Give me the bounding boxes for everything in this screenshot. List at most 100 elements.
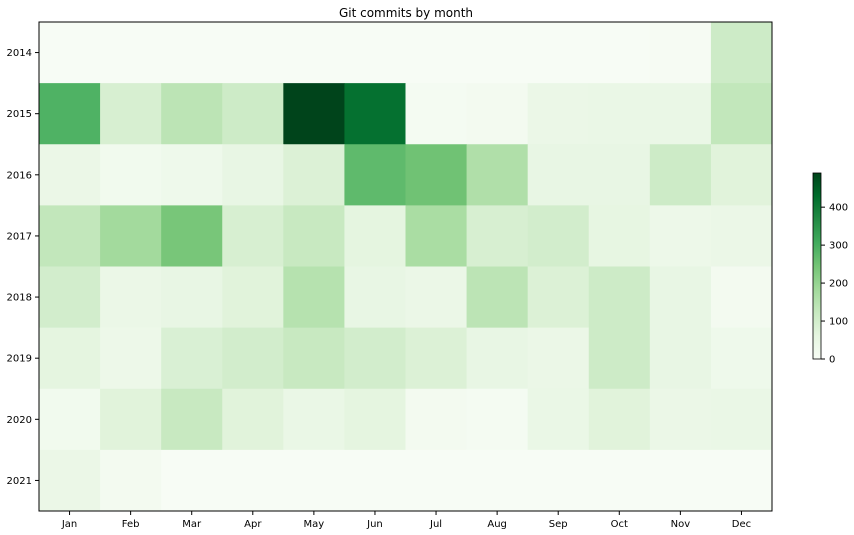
heatmap-cell bbox=[405, 388, 467, 451]
heatmap-cell bbox=[344, 22, 406, 84]
plot-frame bbox=[38, 21, 773, 512]
x-tick-label: Apr bbox=[244, 519, 262, 530]
heatmap-cell bbox=[161, 83, 223, 145]
heatmap-cell bbox=[527, 83, 590, 145]
heatmap-cell bbox=[527, 266, 590, 329]
heatmap-cell bbox=[649, 22, 712, 84]
heatmap-cell bbox=[39, 388, 101, 451]
heatmap-cell bbox=[100, 144, 162, 206]
y-axis: 2014 2015 2016 2017 2018 2019 2020 2021 bbox=[7, 48, 39, 487]
heatmap-cell bbox=[344, 205, 406, 267]
heatmap-cell bbox=[161, 449, 223, 512]
heatmap-cell bbox=[466, 22, 529, 84]
heatmap-cell bbox=[222, 144, 284, 206]
heatmap-cell bbox=[344, 327, 406, 390]
heatmap-cell bbox=[39, 22, 101, 84]
heatmap-cell bbox=[405, 144, 467, 206]
heatmap-cell bbox=[222, 388, 284, 451]
heatmap-cell bbox=[466, 83, 529, 145]
heatmap-cell bbox=[649, 205, 712, 267]
heatmap-cell bbox=[405, 83, 467, 145]
heatmap-cell bbox=[161, 22, 223, 84]
heatmap-cell bbox=[527, 205, 590, 267]
heatmap-cell bbox=[588, 449, 651, 512]
y-tick-label: 2021 bbox=[7, 476, 32, 487]
heatmap-cell bbox=[649, 388, 712, 451]
heatmap-cell bbox=[649, 144, 712, 206]
heatmap-cell bbox=[222, 266, 284, 329]
heatmap-cell bbox=[588, 144, 651, 206]
heatmap-cell bbox=[710, 205, 773, 267]
heatmap-cell bbox=[405, 449, 467, 512]
heatmap-cell bbox=[466, 388, 529, 451]
heatmap-cell bbox=[344, 449, 406, 512]
heatmap-cell bbox=[466, 266, 529, 329]
heatmap-cell bbox=[283, 449, 345, 512]
y-tick-label: 2015 bbox=[7, 109, 32, 120]
heatmap-cell bbox=[100, 83, 162, 145]
heatmap-cell bbox=[39, 205, 101, 267]
heatmap-cell bbox=[344, 144, 406, 206]
heatmap-cell bbox=[39, 449, 101, 512]
heatmap-cell bbox=[588, 83, 651, 145]
heatmap-cell bbox=[100, 388, 162, 451]
heatmap-cell bbox=[283, 327, 345, 390]
x-tick-label: Aug bbox=[487, 519, 507, 530]
heatmap-cell bbox=[222, 449, 284, 512]
heatmap-cell bbox=[161, 144, 223, 206]
x-axis: Jan Feb Mar Apr May Jun Jul Aug Sep Oct Nov Dec bbox=[61, 511, 751, 530]
heatmap-cell bbox=[649, 83, 712, 145]
heatmap-cell bbox=[527, 449, 590, 512]
heatmap-cell bbox=[283, 22, 345, 84]
colorbar-tick-label: 100 bbox=[829, 317, 848, 328]
x-tick-label: Jun bbox=[366, 519, 383, 530]
heatmap-cell bbox=[100, 205, 162, 267]
heatmap-cell bbox=[222, 327, 284, 390]
colorbar-tick-label: 400 bbox=[829, 203, 848, 214]
heatmap-cell bbox=[710, 449, 773, 512]
heatmap-cell bbox=[466, 144, 529, 206]
heatmap-cell bbox=[588, 266, 651, 329]
y-tick-label: 2017 bbox=[7, 231, 32, 242]
y-tick-label: 2016 bbox=[7, 170, 32, 181]
heatmap-cell bbox=[283, 266, 345, 329]
heatmap-cell bbox=[710, 327, 773, 390]
heatmap-cell bbox=[649, 266, 712, 329]
heatmap-cell bbox=[100, 266, 162, 329]
x-tick-label: Mar bbox=[182, 519, 202, 530]
heatmap-cell bbox=[283, 205, 345, 267]
y-tick-label: 2020 bbox=[7, 415, 32, 426]
heatmap-cell bbox=[39, 144, 101, 206]
heatmap-cell bbox=[100, 22, 162, 84]
heatmap-cell bbox=[161, 327, 223, 390]
heatmap-cell bbox=[588, 205, 651, 267]
chart-title: Git commits by month bbox=[339, 6, 473, 20]
colorbar-tick-label: 200 bbox=[829, 279, 848, 290]
heatmap-cell bbox=[649, 449, 712, 512]
y-tick-label: 2018 bbox=[7, 293, 32, 304]
heatmap-cell bbox=[405, 22, 467, 84]
heatmap-cell bbox=[405, 205, 467, 267]
heatmap-cell bbox=[527, 388, 590, 451]
heatmap-cell bbox=[100, 449, 162, 512]
heatmap-cell bbox=[222, 83, 284, 145]
heatmap-cell bbox=[466, 449, 529, 512]
heatmap-cell bbox=[344, 266, 406, 329]
heatmap-cell bbox=[100, 327, 162, 390]
heatmap-cell bbox=[710, 83, 773, 145]
heatmap-cell bbox=[344, 388, 406, 451]
heatmap-cell bbox=[283, 83, 345, 145]
x-tick-label: Nov bbox=[671, 519, 691, 530]
heatmap-cell bbox=[161, 205, 223, 267]
heatmap-cell bbox=[466, 327, 529, 390]
x-tick-label: Sep bbox=[549, 519, 568, 530]
x-tick-label: Oct bbox=[611, 519, 628, 530]
x-tick-label: Dec bbox=[732, 519, 751, 530]
colorbar-tick-label: 0 bbox=[829, 355, 835, 366]
colorbar: 0 100 200 300 400 bbox=[812, 172, 848, 366]
heatmap-cell bbox=[710, 22, 773, 84]
heatmap-cell bbox=[283, 144, 345, 206]
heatmap-cell bbox=[527, 22, 590, 84]
heatmap-cell bbox=[588, 388, 651, 451]
heatmap-cell bbox=[39, 327, 101, 390]
